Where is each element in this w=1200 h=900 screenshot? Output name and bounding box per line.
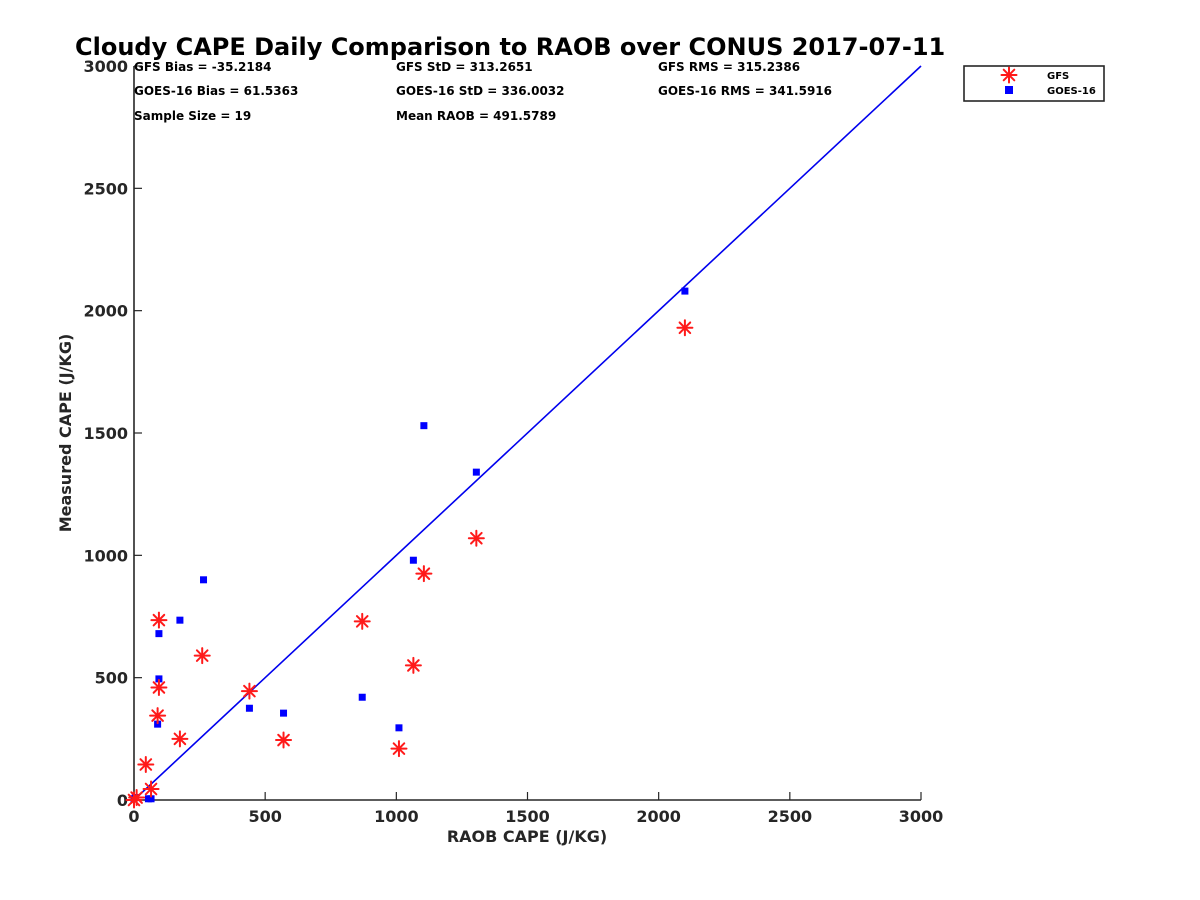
stat-sample-size: Sample Size = 19: [134, 109, 251, 123]
goes16-point: [155, 630, 163, 638]
legend-gfs-asterisk: [1000, 66, 1018, 84]
gfs-point: [404, 656, 422, 674]
goes16-point: [395, 724, 403, 732]
gfs-point: [171, 730, 189, 748]
gfs-point: [676, 319, 694, 337]
reference-line: [133, 65, 922, 801]
goes16-point: [409, 556, 417, 564]
y-ticks: 0 500 1000 1500 2000 2500 3000: [83, 57, 142, 810]
goes16-point: [155, 675, 163, 683]
goes16-point: [176, 616, 184, 624]
chart-title: Cloudy CAPE Daily Comparison to RAOB ove…: [75, 33, 945, 61]
legend-gfs-marker: [1000, 66, 1018, 84]
y-tick-label: 1000: [83, 546, 128, 565]
gfs-point: [150, 678, 168, 696]
y-tick-label: 2000: [83, 302, 128, 321]
goes16-point: [147, 795, 155, 803]
stat-mean-raob: Mean RAOB = 491.5789: [396, 109, 556, 123]
x-tick-label: 1500: [505, 807, 550, 826]
y-tick-label: 3000: [83, 57, 128, 76]
gfs-point: [240, 682, 258, 700]
x-tick-label: 2500: [768, 807, 813, 826]
gfs-point: [128, 789, 146, 807]
x-tick-label: 1000: [374, 807, 419, 826]
stat-goes-rms: GOES-16 RMS = 341.5916: [658, 84, 832, 98]
gfs-point: [149, 707, 167, 725]
stat-gfs-rms: GFS RMS = 315.2386: [658, 60, 800, 74]
y-tick-label: 1500: [83, 424, 128, 443]
stats-block: GFS Bias = -35.2184 GFS StD = 313.2651 G…: [134, 60, 832, 123]
gfs-point: [415, 565, 433, 583]
x-ticks: 0 500 1000 1500 2000 2500 3000: [128, 792, 943, 826]
goes16-point: [280, 709, 288, 717]
goes16-point: [681, 287, 689, 295]
gfs-point: [137, 756, 155, 774]
goes16-point: [472, 468, 480, 476]
data-points: [125, 287, 694, 809]
legend-goes16-label: GOES-16: [1047, 86, 1096, 97]
x-tick-label: 0: [128, 807, 139, 826]
legend: GFS GOES-16: [963, 65, 1105, 102]
stat-gfs-std: GFS StD = 313.2651: [396, 60, 533, 74]
x-tick-label: 500: [248, 807, 281, 826]
y-tick-label: 0: [117, 791, 128, 810]
gfs-point: [275, 731, 293, 749]
gfs-point: [467, 529, 485, 547]
goes16-point: [200, 576, 208, 584]
legend-gfs-label: GFS: [1047, 71, 1069, 82]
gfs-point: [193, 647, 211, 665]
legend-box: [963, 65, 1105, 102]
goes16-point: [245, 704, 253, 712]
x-axis-label: RAOB CAPE (J/KG): [447, 827, 607, 846]
goes16-point: [420, 422, 428, 430]
goes16-point: [358, 693, 366, 701]
stat-gfs-bias: GFS Bias = -35.2184: [134, 60, 271, 74]
legend-goes16-marker: [1005, 86, 1013, 94]
gfs-point: [150, 611, 168, 629]
y-axis-label: Measured CAPE (J/KG): [56, 334, 75, 533]
x-tick-label: 2000: [636, 807, 681, 826]
x-tick-label: 3000: [899, 807, 944, 826]
y-tick-label: 2500: [83, 179, 128, 198]
goes16-point: [154, 720, 162, 728]
plot-area: 0 500 1000 1500 2000 2500 3000 0 500 1000 1500 200…: [83, 57, 943, 826]
gfs-point: [142, 780, 160, 798]
gfs-point: [353, 612, 371, 630]
stat-goes-std: GOES-16 StD = 336.0032: [396, 84, 565, 98]
y-tick-label: 500: [95, 669, 128, 688]
gfs-point: [390, 740, 408, 758]
stat-goes-bias: GOES-16 Bias = 61.5363: [134, 84, 298, 98]
